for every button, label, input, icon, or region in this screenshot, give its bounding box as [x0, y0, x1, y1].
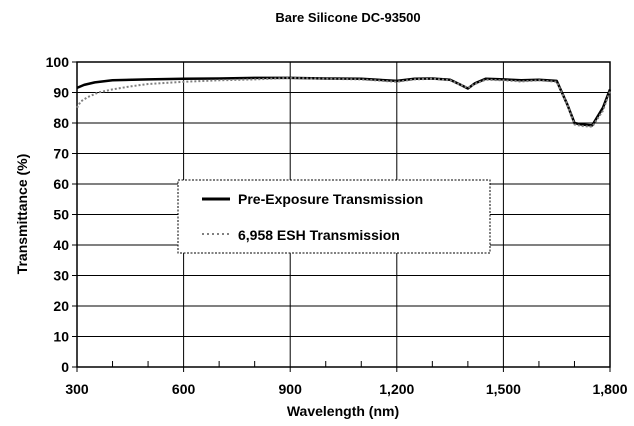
y-tick-label: 40: [53, 237, 69, 253]
y-tick-label: 60: [53, 176, 69, 192]
y-tick-label: 70: [53, 146, 69, 162]
y-tick-label: 100: [46, 54, 70, 70]
y-tick-label: 90: [53, 85, 69, 101]
x-tick-label: 1,800: [592, 381, 627, 397]
y-tick-label: 30: [53, 268, 69, 284]
x-tick-label: 300: [65, 381, 89, 397]
legend: Pre-Exposure Transmission 6,958 ESH Tran…: [177, 179, 491, 254]
x-tick-label: 1,500: [486, 381, 521, 397]
legend-box: [177, 179, 491, 254]
x-tick-label: 900: [279, 381, 303, 397]
y-axis-ticks: 0 10 20 30 40 50 60 70 80 90 100: [46, 54, 77, 375]
x-axis-ticks: 300 600 900 1,200 1,500 1,800: [65, 367, 628, 397]
series-layer: [76, 76, 612, 128]
legend-label-pre-exposure: Pre-Exposure Transmission: [238, 191, 423, 207]
chart-title: Bare Silicone DC-93500: [275, 10, 420, 25]
y-axis-label: Transmittance (%): [14, 154, 30, 275]
x-tick-label: 1,200: [379, 381, 414, 397]
y-tick-label: 80: [53, 115, 69, 131]
x-minor-ticks: [112, 361, 575, 367]
y-tick-label: 0: [61, 359, 69, 375]
y-tick-label: 20: [53, 298, 69, 314]
x-axis-label: Wavelength (nm): [287, 403, 399, 419]
y-tick-label: 10: [53, 329, 69, 345]
y-tick-label: 50: [53, 207, 69, 223]
legend-label-esh: 6,958 ESH Transmission: [238, 227, 400, 243]
x-tick-label: 600: [172, 381, 196, 397]
